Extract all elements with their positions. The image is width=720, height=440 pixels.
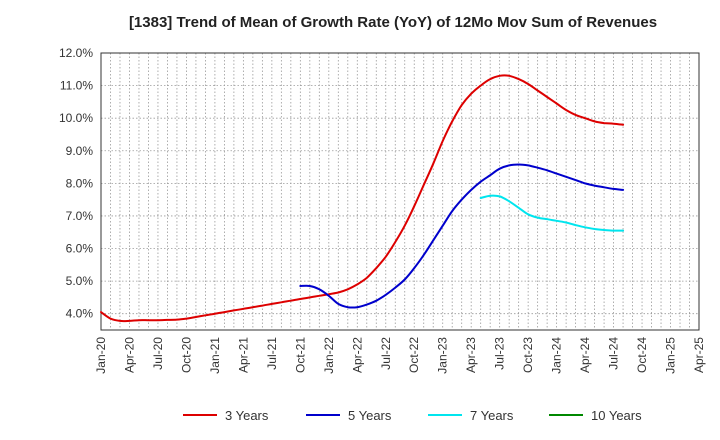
series-line-5-years: [299, 163, 625, 309]
legend-label-5-years: 5 Years: [348, 408, 392, 423]
x-tick-label: Oct-22: [407, 337, 421, 373]
y-tick-label: 6.0%: [66, 242, 94, 256]
legend-label-7-years: 7 Years: [470, 408, 514, 423]
x-tick-label: Jan-23: [436, 337, 450, 374]
plot-area: [101, 53, 699, 330]
x-tick-label: Jan-22: [322, 337, 336, 374]
x-tick-label: Oct-21: [293, 337, 307, 373]
x-tick-label: Oct-24: [635, 337, 649, 373]
series-lines: [100, 74, 625, 323]
chart-title: [1383] Trend of Mean of Growth Rate (YoY…: [129, 14, 657, 31]
x-tick-label: Jan-20: [94, 337, 108, 374]
series-line-7-years: [479, 194, 625, 232]
axes: 4.0% 5.0% 6.0% 7.0% 8.0% 9.0% 10.0% 11.0% 12.0% J…: [59, 46, 706, 374]
series-line-3-years: [100, 74, 625, 323]
grid: [101, 53, 699, 330]
legend-label-10-years: 10 Years: [591, 408, 642, 423]
x-tick-label: Jan-25: [664, 337, 678, 374]
x-tick-label: Jul-20: [151, 337, 165, 370]
legend-label-3-years: 3 Years: [225, 408, 269, 423]
y-tick-label: 12.0%: [59, 46, 93, 60]
x-tick-label: Apr-20: [122, 337, 136, 373]
x-tick-label: Apr-21: [236, 337, 250, 373]
x-tick-label: Jul-22: [379, 337, 393, 370]
x-tick-label: Jul-21: [265, 337, 279, 370]
x-tick-label: Jul-23: [493, 337, 507, 370]
y-tick-label: 5.0%: [66, 274, 94, 288]
y-tick-label: 11.0%: [60, 79, 93, 93]
x-tick-label: Jan-24: [550, 337, 564, 374]
legend: 3 Years 5 Years 7 Years 10 Years: [183, 408, 642, 423]
x-tick-label: Apr-23: [464, 337, 478, 373]
y-tick-label: 7.0%: [66, 209, 94, 223]
x-tick-label: Apr-22: [350, 337, 364, 373]
x-tick-label: Apr-24: [578, 337, 592, 373]
x-tick-label: Apr-25: [692, 337, 706, 373]
y-tick-label: 4.0%: [66, 307, 94, 321]
x-tick-label: Jan-21: [208, 337, 222, 374]
y-tick-label: 9.0%: [66, 144, 94, 158]
plot-frame: [100, 52, 700, 331]
x-tick-label: Oct-23: [521, 337, 535, 373]
y-tick-label: 10.0%: [59, 111, 93, 125]
x-tick-label: Oct-20: [179, 337, 193, 373]
x-tick-label: Jul-24: [607, 337, 621, 370]
y-tick-label: 8.0%: [66, 176, 94, 190]
